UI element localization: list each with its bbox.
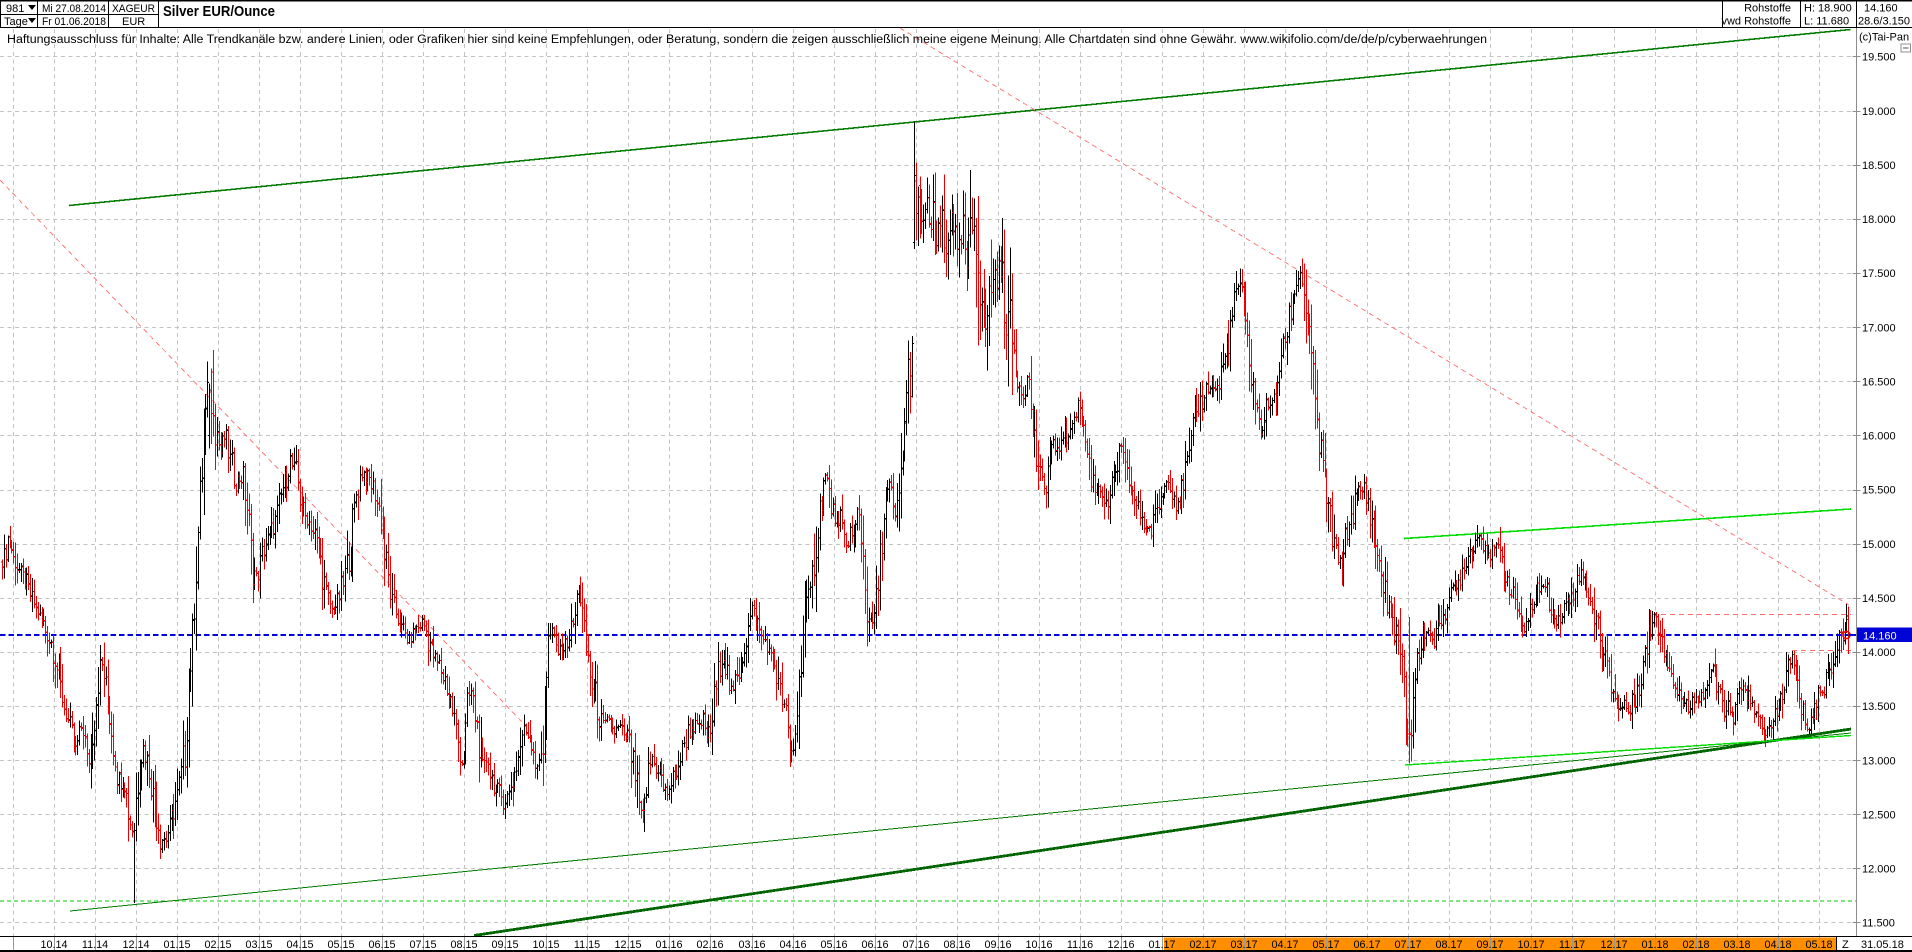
- svg-text:04.17: 04.17: [1271, 939, 1298, 951]
- svg-text:02.15: 02.15: [204, 939, 231, 951]
- svg-text:31.05.18: 31.05.18: [1861, 939, 1904, 951]
- svg-text:01.15: 01.15: [163, 939, 190, 951]
- svg-text:10.15: 10.15: [532, 939, 559, 951]
- svg-text:Mi 27.08.2014: Mi 27.08.2014: [42, 3, 106, 15]
- svg-text:12.15: 12.15: [614, 939, 641, 951]
- svg-text:05.15: 05.15: [327, 939, 354, 951]
- svg-text:05.16: 05.16: [820, 939, 847, 951]
- svg-text:(c)Tai-Pan: (c)Tai-Pan: [1859, 32, 1909, 44]
- svg-text:05.17: 05.17: [1312, 939, 1339, 951]
- svg-text:14.160: 14.160: [1864, 3, 1898, 15]
- svg-text:04.18: 04.18: [1764, 939, 1791, 951]
- svg-text:12.17: 12.17: [1600, 939, 1627, 951]
- svg-text:06.16: 06.16: [861, 939, 888, 951]
- svg-text:08.15: 08.15: [450, 939, 477, 951]
- svg-text:Silver EUR/Ounce: Silver EUR/Ounce: [163, 4, 275, 20]
- svg-text:14.160: 14.160: [1863, 631, 1897, 643]
- svg-text:12.500: 12.500: [1862, 810, 1896, 822]
- svg-text:07.15: 07.15: [409, 939, 436, 951]
- svg-text:18.000: 18.000: [1862, 214, 1896, 226]
- svg-text:16.500: 16.500: [1862, 376, 1896, 388]
- svg-text:12.14: 12.14: [122, 939, 149, 951]
- svg-text:07.17: 07.17: [1394, 939, 1421, 951]
- svg-text:XAGEUR: XAGEUR: [112, 3, 155, 15]
- svg-text:17.000: 17.000: [1862, 322, 1896, 334]
- svg-text:EUR: EUR: [122, 16, 145, 28]
- svg-text:05.18: 05.18: [1805, 939, 1832, 951]
- svg-text:06.15: 06.15: [368, 939, 395, 951]
- svg-text:L: 11.680: L: 11.680: [1804, 16, 1849, 28]
- svg-text:08.16: 08.16: [943, 939, 970, 951]
- svg-text:15.000: 15.000: [1862, 539, 1896, 551]
- svg-text:12.000: 12.000: [1862, 864, 1896, 876]
- svg-text:06.17: 06.17: [1353, 939, 1380, 951]
- svg-text:04.16: 04.16: [779, 939, 806, 951]
- svg-text:09.17: 09.17: [1476, 939, 1503, 951]
- svg-text:03.18: 03.18: [1723, 939, 1750, 951]
- svg-text:Haftungsausschluss für Inhalte: Haftungsausschluss für Inhalte: Alle Tre…: [7, 34, 1487, 46]
- svg-text:02.16: 02.16: [696, 939, 723, 951]
- svg-text:02.18: 02.18: [1682, 939, 1709, 951]
- svg-text:11.15: 11.15: [574, 939, 600, 951]
- svg-text:Tage: Tage: [4, 16, 28, 28]
- svg-text:11.14: 11.14: [82, 939, 108, 951]
- svg-text:18.500: 18.500: [1862, 160, 1896, 172]
- svg-text:03.16: 03.16: [738, 939, 765, 951]
- svg-text:01.18: 01.18: [1641, 939, 1668, 951]
- svg-text:14.000: 14.000: [1862, 647, 1896, 659]
- svg-text:13.500: 13.500: [1862, 701, 1896, 713]
- svg-text:vwd Rohstoffe: vwd Rohstoffe: [1721, 16, 1791, 28]
- svg-text:28.6/3.150: 28.6/3.150: [1858, 16, 1910, 28]
- svg-text:11.17: 11.17: [1559, 939, 1585, 951]
- svg-text:08.17: 08.17: [1435, 939, 1462, 951]
- svg-text:H: 18.900: H: 18.900: [1804, 3, 1852, 15]
- svg-text:Fr 01.06.2018: Fr 01.06.2018: [42, 16, 106, 28]
- svg-text:09.16: 09.16: [984, 939, 1011, 951]
- svg-text:Rohstoffe: Rohstoffe: [1744, 3, 1791, 15]
- svg-text:02.17: 02.17: [1189, 939, 1216, 951]
- svg-text:09.15: 09.15: [491, 939, 518, 951]
- svg-text:13.000: 13.000: [1862, 755, 1896, 767]
- svg-text:04.15: 04.15: [286, 939, 313, 951]
- svg-text:14.500: 14.500: [1862, 593, 1896, 605]
- svg-text:Z: Z: [1842, 939, 1849, 951]
- svg-text:07.16: 07.16: [902, 939, 929, 951]
- svg-text:10.14: 10.14: [40, 939, 67, 951]
- svg-text:17.500: 17.500: [1862, 268, 1896, 280]
- svg-text:15.500: 15.500: [1862, 485, 1896, 497]
- svg-text:12.16: 12.16: [1107, 939, 1134, 951]
- svg-text:10.16: 10.16: [1025, 939, 1052, 951]
- svg-text:16.000: 16.000: [1862, 431, 1896, 443]
- svg-text:11.500: 11.500: [1862, 918, 1895, 930]
- svg-text:19.500: 19.500: [1862, 52, 1896, 64]
- svg-text:19.000: 19.000: [1862, 106, 1896, 118]
- svg-text:01.17: 01.17: [1148, 939, 1175, 951]
- svg-text:01.16: 01.16: [655, 939, 682, 951]
- svg-text:10.17: 10.17: [1517, 939, 1544, 951]
- svg-text:11.16: 11.16: [1067, 939, 1093, 951]
- svg-text:03.15: 03.15: [245, 939, 272, 951]
- svg-text:981: 981: [6, 3, 24, 15]
- svg-text:03.17: 03.17: [1230, 939, 1257, 951]
